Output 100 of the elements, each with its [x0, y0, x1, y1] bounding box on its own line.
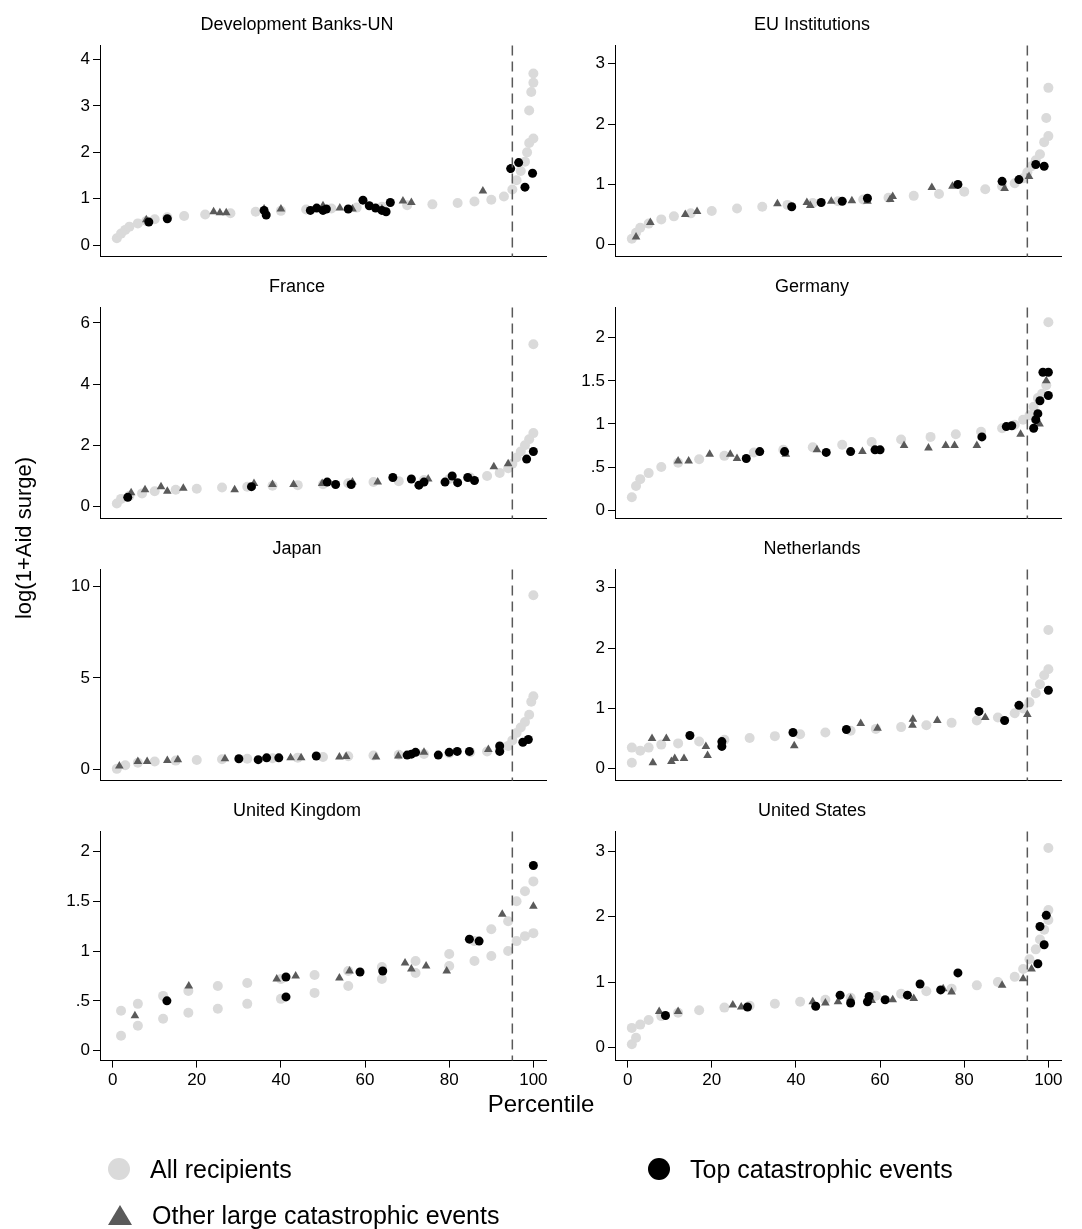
point	[679, 753, 689, 761]
point	[116, 1005, 127, 1016]
point	[522, 454, 532, 464]
point	[242, 977, 253, 988]
x-tick-label: 40	[786, 1070, 806, 1090]
point	[769, 731, 780, 742]
y-tick-label: 0	[80, 759, 90, 779]
point	[281, 972, 291, 982]
point	[522, 147, 533, 158]
y-tick-label: 1	[80, 188, 90, 208]
point	[1014, 175, 1024, 185]
point	[276, 203, 286, 212]
point	[528, 133, 539, 144]
legend-label: All recipients	[150, 1154, 292, 1184]
point	[1043, 391, 1053, 401]
chart-title: United Kingdom	[232, 799, 362, 820]
point	[506, 164, 516, 174]
point	[826, 196, 836, 204]
y-tick-label: 0	[595, 234, 605, 254]
point	[1016, 429, 1025, 437]
point	[1027, 964, 1036, 972]
point	[643, 1015, 654, 1026]
point	[1043, 842, 1054, 853]
point	[858, 446, 867, 455]
point	[950, 440, 959, 449]
point	[837, 439, 848, 450]
point	[1028, 401, 1039, 412]
point	[376, 973, 387, 984]
point	[656, 739, 667, 750]
point	[1018, 964, 1029, 974]
point	[179, 210, 190, 221]
point	[234, 754, 244, 764]
point	[846, 998, 856, 1008]
point	[635, 222, 646, 233]
point	[407, 964, 416, 972]
x-axis-title: Percentile	[486, 1090, 596, 1118]
point	[1000, 715, 1010, 725]
point	[486, 951, 497, 962]
y-tick-label: 10	[71, 575, 90, 595]
point	[953, 179, 963, 189]
point	[837, 196, 847, 206]
point	[162, 996, 172, 1006]
point	[452, 197, 463, 208]
point	[631, 231, 641, 240]
legend-label: Top catastrophic events	[690, 1154, 953, 1184]
point	[215, 207, 225, 216]
x-tick-label: 40	[271, 1070, 291, 1090]
point	[528, 339, 539, 350]
point	[656, 462, 667, 473]
point	[668, 211, 679, 222]
y-tick-label: 0	[80, 1040, 90, 1060]
point	[242, 998, 253, 1009]
point	[503, 946, 514, 957]
chart-title: Japan	[272, 537, 322, 558]
point	[1041, 375, 1051, 384]
point	[946, 717, 957, 728]
point	[398, 196, 408, 204]
y-tick-label: 1	[595, 971, 605, 991]
point	[444, 949, 455, 960]
point	[528, 428, 539, 439]
point	[253, 755, 263, 765]
point	[528, 876, 539, 887]
point	[116, 1030, 127, 1041]
point	[115, 761, 124, 769]
point	[520, 182, 530, 192]
point	[1043, 82, 1054, 93]
point	[385, 197, 395, 207]
point	[732, 203, 743, 214]
point	[469, 476, 479, 486]
point	[358, 195, 368, 205]
point	[291, 970, 300, 979]
point	[453, 478, 463, 488]
point	[519, 717, 530, 728]
point	[820, 727, 831, 738]
point	[511, 896, 522, 907]
point	[846, 447, 856, 457]
point	[971, 715, 982, 726]
point	[997, 176, 1007, 186]
y-tick-label: 4	[80, 373, 90, 393]
point	[1031, 159, 1041, 169]
y-tick-label: 2	[595, 906, 605, 926]
point	[230, 484, 239, 493]
point	[1009, 708, 1020, 719]
point	[497, 909, 507, 917]
point	[433, 750, 443, 760]
point	[932, 715, 942, 723]
point	[725, 449, 735, 457]
y-tick-label: 1	[595, 174, 605, 194]
point	[660, 1010, 670, 1020]
point	[1039, 161, 1049, 171]
y-tick-label: 1	[80, 940, 90, 960]
point	[478, 185, 488, 194]
point	[1043, 664, 1054, 675]
x-tick-label: 60	[870, 1070, 890, 1090]
point	[484, 744, 493, 753]
point	[635, 1019, 646, 1030]
point	[407, 197, 416, 205]
point	[221, 207, 231, 216]
point	[503, 458, 513, 467]
point	[933, 189, 944, 200]
